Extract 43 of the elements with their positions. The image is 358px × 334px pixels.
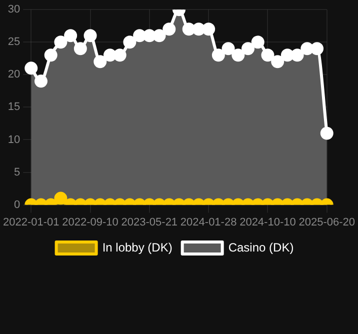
point xyxy=(280,48,294,62)
point xyxy=(133,29,146,42)
point xyxy=(242,42,255,56)
x-tick-label: 2025-06-20 xyxy=(298,216,356,228)
y-tick-label: 25 xyxy=(8,36,20,48)
point xyxy=(182,22,196,36)
y-tick-label: 0 xyxy=(14,198,20,211)
point xyxy=(222,42,235,56)
y-tick-label: 30 xyxy=(8,4,20,16)
legend-label: Casino (DK) xyxy=(228,240,294,254)
point xyxy=(54,36,68,49)
point xyxy=(34,74,48,88)
point xyxy=(300,42,314,56)
point xyxy=(310,42,324,56)
point xyxy=(44,48,58,62)
x-tick-label: 2022-09-10 xyxy=(62,216,118,228)
point xyxy=(84,29,97,42)
point xyxy=(103,48,116,62)
point xyxy=(212,48,225,62)
point xyxy=(152,29,166,42)
y-tick-label: 20 xyxy=(8,68,20,81)
point xyxy=(113,48,126,62)
point xyxy=(64,29,78,42)
point xyxy=(251,36,264,49)
point xyxy=(123,36,136,49)
point xyxy=(142,29,156,42)
point xyxy=(202,22,216,36)
x-tick-label: 2024-10-10 xyxy=(240,216,296,228)
point xyxy=(232,48,245,62)
point xyxy=(271,55,284,68)
y-tick-label: 15 xyxy=(8,101,20,114)
point xyxy=(74,42,87,56)
point xyxy=(162,22,176,36)
x-tick-label: 2024-01-28 xyxy=(180,216,237,228)
point xyxy=(192,22,206,36)
y-tick-label: 10 xyxy=(8,134,20,146)
point xyxy=(94,55,107,68)
point xyxy=(290,48,304,62)
x-tick-label: 2022-01-01 xyxy=(2,216,60,228)
x-tick-label: 2023-05-21 xyxy=(121,216,178,228)
y-tick-label: 5 xyxy=(14,166,20,178)
legend-label: In lobby (DK) xyxy=(102,240,172,254)
point xyxy=(261,48,274,62)
